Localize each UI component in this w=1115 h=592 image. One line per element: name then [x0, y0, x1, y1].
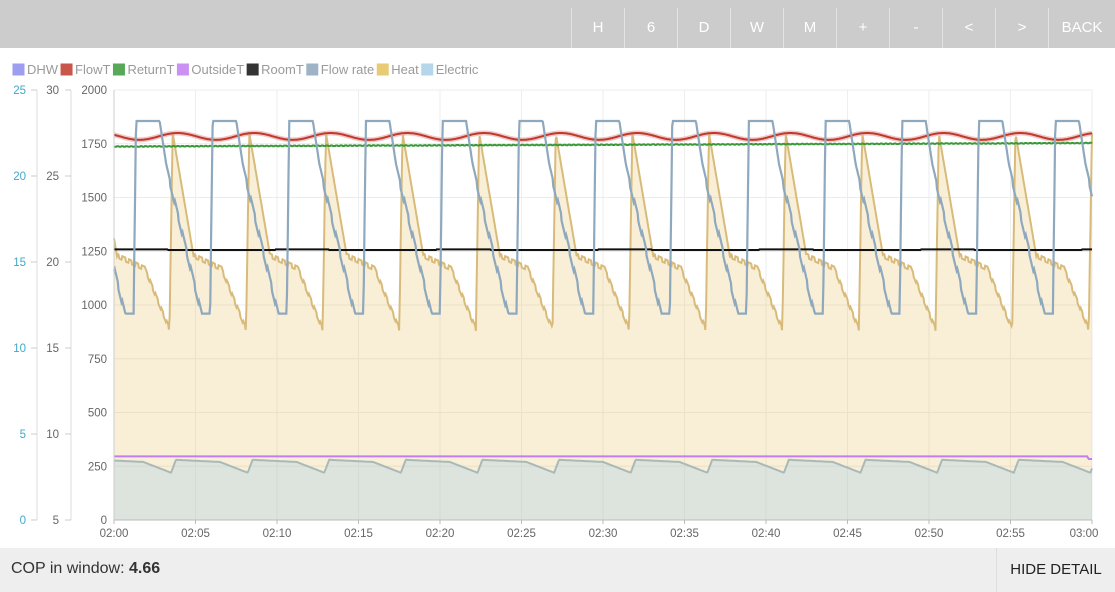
zoom-day-button[interactable]: D — [677, 8, 730, 48]
flow-rate-tick-4: 20 — [13, 171, 26, 183]
legend-label-5: Flow rate — [321, 62, 374, 77]
x-tick-9: 02:45 — [833, 528, 862, 540]
temperature-tick-0: 5 — [53, 515, 59, 527]
power-tick-2: 500 — [88, 408, 107, 420]
cop-label: COP in window: — [11, 560, 125, 577]
flow-rate-line — [112, 119, 1094, 315]
zoom-week-button[interactable]: W — [730, 8, 783, 48]
electric-area — [114, 459, 1092, 520]
flow-rate-tick-0: 0 — [20, 515, 26, 527]
temperature-tick-2: 15 — [46, 343, 59, 355]
zoom-hour-button[interactable]: H — [571, 8, 624, 48]
legend-swatch-3 — [176, 63, 189, 76]
zoom-out-button[interactable]: - — [889, 8, 942, 48]
x-tick-1: 02:05 — [181, 528, 210, 540]
legend-swatch-0 — [12, 63, 25, 76]
legend-swatch-2 — [112, 63, 125, 76]
legend-label-0: DHW — [27, 62, 59, 77]
zoom-month-button[interactable]: M — [783, 8, 836, 48]
flow-rate-tick-1: 5 — [20, 429, 26, 441]
heat-line — [113, 132, 1093, 331]
power-tick-4: 1000 — [81, 300, 107, 312]
x-tick-0: 02:00 — [100, 528, 129, 540]
x-tick-3: 02:15 — [344, 528, 373, 540]
x-tick-6: 02:30 — [589, 528, 618, 540]
back-button[interactable]: BACK — [1048, 8, 1115, 48]
hide-detail-button[interactable]: HIDE DETAIL — [996, 548, 1115, 592]
legend-label-7: Electric — [436, 62, 479, 77]
legend-label-1: FlowT — [75, 62, 110, 77]
power-tick-3: 750 — [88, 354, 107, 366]
axes: 0 5 10 15 20 25 5 10 15 20 25 30 0 250 500 750 1000 1250 1… — [13, 85, 1098, 540]
legend-label-3: OutsideT — [191, 62, 244, 77]
legend: DHW FlowT ReturnT OutsideT RoomT Flow rate Hea… — [12, 62, 479, 77]
legend-label-4: RoomT — [261, 62, 304, 77]
toolbar: H 6 D W M + - < > BACK — [0, 0, 1115, 48]
legend-label-2: ReturnT — [127, 62, 174, 77]
x-tick-2: 02:10 — [263, 528, 292, 540]
temperature-tick-1: 10 — [46, 429, 59, 441]
power-tick-6: 1500 — [81, 193, 107, 205]
legend-swatch-5 — [306, 63, 319, 76]
legend-swatch-1 — [60, 63, 73, 76]
chart-area: DHW FlowT ReturnT OutsideT RoomT Flow rate Hea… — [0, 50, 1115, 547]
heat-area — [114, 133, 1092, 520]
footer: COP in window: 4.66 HIDE DETAIL — [0, 548, 1115, 592]
temperature-tick-5: 30 — [46, 85, 59, 97]
x-tick-5: 02:25 — [507, 528, 536, 540]
flow-rate-tick-3: 15 — [13, 257, 26, 269]
room-temp-line — [114, 248, 1092, 251]
electric-line — [113, 458, 1093, 474]
power-tick-5: 1250 — [81, 246, 107, 258]
zoom-6-hours-button[interactable]: 6 — [624, 8, 677, 48]
pan-left-button[interactable]: < — [942, 8, 995, 48]
power-tick-7: 1750 — [81, 139, 107, 151]
cop-readout: COP in window: 4.66 — [11, 560, 160, 578]
x-tick-12: 03:00 — [1070, 528, 1099, 540]
line-series — [112, 119, 1094, 474]
flow-rate-tick-2: 10 — [13, 343, 26, 355]
legend-swatch-6 — [376, 63, 389, 76]
power-tick-8: 2000 — [81, 85, 107, 97]
area-series — [114, 133, 1092, 520]
flow-rate-tick-5: 25 — [13, 85, 26, 97]
x-tick-4: 02:20 — [426, 528, 455, 540]
power-tick-1: 250 — [88, 461, 107, 473]
chart[interactable]: DHW FlowT ReturnT OutsideT RoomT Flow rate Hea… — [0, 50, 1115, 547]
x-tick-8: 02:40 — [752, 528, 781, 540]
legend-swatch-4 — [246, 63, 259, 76]
zoom-in-button[interactable]: + — [836, 8, 889, 48]
power-tick-0: 0 — [101, 515, 107, 527]
pan-right-button[interactable]: > — [995, 8, 1048, 48]
temperature-tick-3: 20 — [46, 257, 59, 269]
temperature-tick-4: 25 — [46, 171, 59, 183]
legend-label-6: Heat — [391, 62, 419, 77]
x-tick-11: 02:55 — [996, 528, 1025, 540]
legend-swatch-7 — [421, 63, 434, 76]
outside-temp-line — [114, 455, 1092, 460]
x-tick-10: 02:50 — [915, 528, 944, 540]
cop-value: 4.66 — [128, 560, 161, 577]
x-tick-7: 02:35 — [670, 528, 699, 540]
